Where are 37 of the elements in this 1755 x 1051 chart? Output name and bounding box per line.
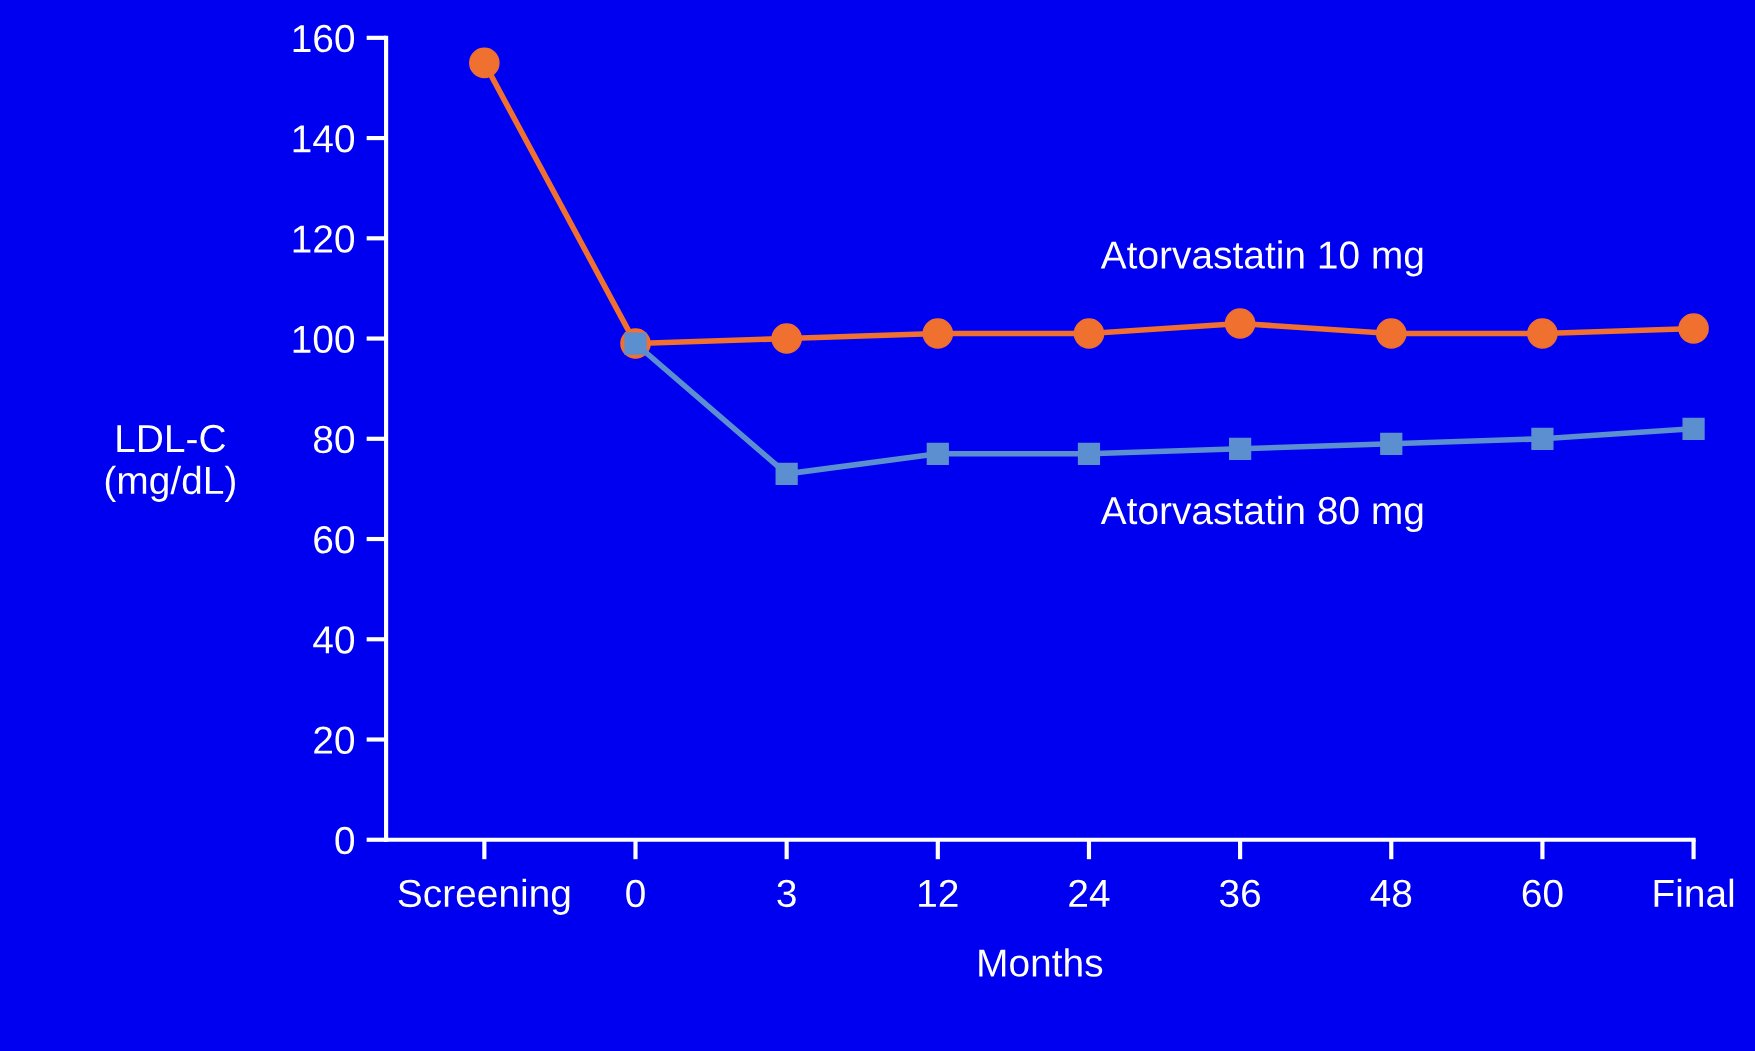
y-tick-label: 60: [314, 525, 355, 554]
series-label: Atorvastatin 80 mg: [1100, 495, 1423, 533]
x-axis-title: Months: [979, 948, 1103, 977]
y-tick-label: 0: [335, 826, 355, 855]
point: [1527, 318, 1558, 349]
point: [775, 462, 798, 485]
point: [1229, 437, 1252, 460]
x-tick-label: 0: [626, 879, 645, 908]
point: [1073, 318, 1105, 349]
x-tick-label: 36: [1219, 879, 1261, 908]
y-tick-label: 40: [313, 626, 355, 654]
point: [1077, 442, 1101, 465]
x-tick-label: Screening: [398, 878, 570, 915]
point: [1375, 318, 1407, 349]
point: [1380, 432, 1403, 455]
point: [1224, 308, 1256, 339]
point: [1678, 313, 1709, 344]
y-tick-label: 20: [314, 726, 355, 754]
x-tick-label: 48: [1370, 879, 1412, 908]
point: [1531, 427, 1554, 450]
x-tick-label: Final: [1654, 878, 1734, 908]
y-tick-label: 140: [293, 125, 355, 153]
point: [926, 442, 949, 465]
y-tick-label: 120: [293, 225, 355, 253]
x-tick-label: 3: [777, 879, 796, 908]
y-tick-label: 160: [293, 24, 355, 53]
x-tick-label: 12: [919, 879, 958, 907]
series-label: Atorvastatin 10 mg: [1100, 240, 1423, 277]
x-tick-label: 60: [1522, 879, 1563, 908]
point: [469, 47, 500, 79]
x-tick-label: 24: [1069, 879, 1110, 907]
point: [771, 323, 802, 354]
y-tick-label: 100: [293, 325, 355, 354]
point: [922, 318, 954, 349]
y-axis-title: LDL-C (mg/dL): [105, 424, 235, 502]
point: [1682, 417, 1705, 440]
y-tick-label: 80: [313, 425, 355, 454]
